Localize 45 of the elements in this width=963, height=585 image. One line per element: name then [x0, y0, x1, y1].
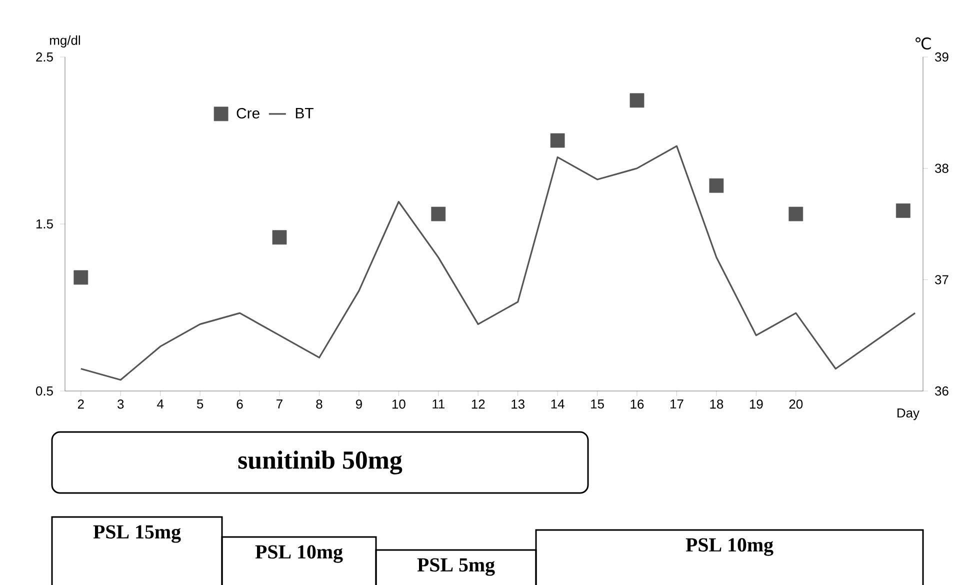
x-tick-label: 11: [432, 400, 444, 408]
x-tick-label: 9: [356, 400, 362, 409]
x-tick-label: 17: [670, 400, 684, 408]
y2-tick-label: 37: [935, 275, 948, 284]
point: [630, 93, 644, 108]
y2-tick-label: 36: [935, 386, 948, 396]
x-axis-title: Day: [898, 408, 920, 420]
y2-axis-title: ℃: [916, 37, 931, 50]
x-tick-label: 10: [392, 400, 406, 409]
text: PSL 10mg: [686, 538, 774, 556]
x-tick-label: 6: [236, 400, 243, 409]
text: sunitinib 50mg: [238, 450, 402, 474]
x-tick-label: 15: [591, 400, 604, 409]
x-tick-label: 7: [276, 400, 282, 408]
point: [272, 230, 287, 245]
y2-tick-label: 38: [935, 164, 948, 173]
x-tick-label: 18: [710, 400, 724, 409]
point: [709, 178, 724, 193]
line-series: [80, 145, 916, 381]
text: PSL 10mg: [255, 545, 343, 563]
x-tick-label: 13: [512, 400, 524, 409]
x-tick-label: 4: [157, 400, 164, 408]
x-tick-label: 16: [630, 400, 644, 409]
legend-label: Cre: [236, 108, 260, 119]
point: [550, 133, 565, 148]
point: [431, 206, 446, 222]
x-tick-label: 2: [78, 400, 84, 409]
point: [896, 203, 910, 218]
x-tick-label: 19: [750, 400, 763, 409]
x-tick-label: 12: [472, 400, 485, 409]
y-tick-label: 2.5: [36, 52, 53, 62]
point: [74, 270, 88, 285]
y-axis-title: mg/dl: [50, 35, 80, 48]
x-tick-label: 8: [316, 400, 322, 409]
y-tick-label: 1.5: [36, 219, 53, 229]
y-tick-label: 0.5: [36, 386, 53, 396]
text: PSL 5mg: [417, 558, 495, 576]
y2-tick-label: 39: [935, 52, 948, 62]
x-tick-label: 14: [551, 400, 564, 408]
text: PSL 15mg: [93, 525, 181, 543]
x-tick-label: 5: [196, 400, 204, 409]
x-tick-label: 20: [789, 400, 803, 409]
x-tick-label: 3: [118, 400, 124, 409]
legend-label: BT: [296, 108, 314, 118]
point: [788, 206, 804, 222]
